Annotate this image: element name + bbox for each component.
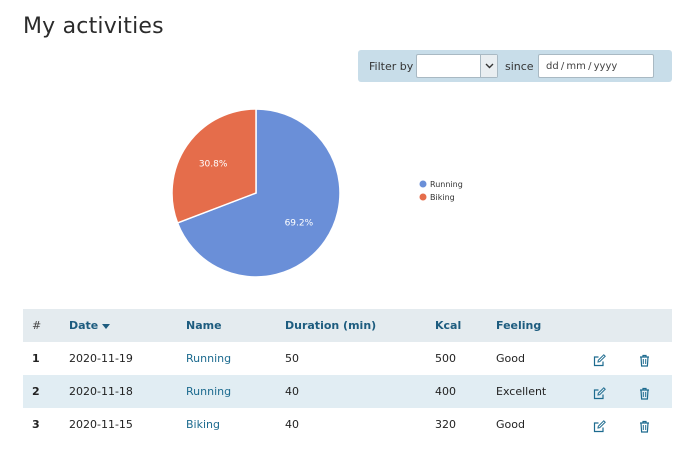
header-date[interactable]: Date — [69, 309, 111, 343]
table-row: 1 2020-11-19 Running 50 500 Good — [23, 342, 672, 375]
pie-slice-biking — [171, 108, 257, 224]
caret-down-icon — [102, 310, 111, 343]
row-feeling: Good — [496, 418, 525, 431]
pie-slice-running — [176, 108, 341, 278]
filter-label: Filter by — [369, 60, 414, 73]
legend-label: Running — [430, 180, 463, 189]
row-feeling: Excellent — [496, 385, 547, 398]
trash-icon[interactable] — [638, 418, 651, 433]
row-name-link[interactable]: Running — [186, 352, 232, 365]
header-kcal[interactable]: Kcal — [435, 319, 462, 332]
legend-label: Biking — [430, 193, 455, 202]
since-label: since — [505, 60, 534, 73]
row-duration: 40 — [285, 418, 299, 431]
table-header: # Date Name Duration (min) Kcal Feeling — [23, 309, 672, 342]
row-name-link[interactable]: Running — [186, 385, 232, 398]
row-name-link[interactable]: Biking — [186, 418, 220, 431]
pie-slice-label: 69.2% — [285, 219, 314, 229]
row-num: 1 — [32, 352, 40, 365]
table-row: 2 2020-11-18 Running 40 400 Excellent — [23, 375, 672, 408]
trash-icon[interactable] — [638, 352, 651, 367]
row-kcal: 320 — [435, 418, 456, 431]
header-num: # — [32, 319, 42, 332]
row-duration: 40 — [285, 385, 299, 398]
row-num: 2 — [32, 385, 40, 398]
date-input[interactable]: dd / mm / yyyy — [538, 54, 654, 78]
row-date: 2020-11-19 — [69, 352, 133, 365]
header-name[interactable]: Name — [186, 319, 222, 332]
trash-icon[interactable] — [638, 385, 651, 400]
row-date: 2020-11-18 — [69, 385, 133, 398]
activities-table: # Date Name Duration (min) Kcal Feeling … — [23, 309, 672, 441]
row-feeling: Good — [496, 352, 525, 365]
pie-slice-label: 30.8% — [199, 159, 228, 169]
filter-select[interactable] — [416, 54, 498, 78]
edit-icon[interactable] — [593, 352, 606, 367]
row-kcal: 400 — [435, 385, 456, 398]
header-date-label: Date — [69, 319, 99, 332]
row-kcal: 500 — [435, 352, 456, 365]
chevron-down-icon[interactable] — [480, 55, 497, 77]
edit-icon[interactable] — [593, 385, 606, 400]
row-duration: 50 — [285, 352, 299, 365]
pie-chart: 69.2% 30.8% Running Biking — [171, 108, 463, 278]
row-num: 3 — [32, 418, 40, 431]
edit-icon[interactable] — [593, 418, 606, 433]
legend-marker — [419, 180, 427, 188]
header-duration[interactable]: Duration (min) — [285, 319, 377, 332]
filter-bar: Filter by since dd / mm / yyyy — [358, 50, 672, 82]
legend-marker — [419, 193, 427, 201]
header-feeling[interactable]: Feeling — [496, 319, 542, 332]
page-title: My activities — [23, 14, 164, 39]
table-row: 3 2020-11-15 Biking 40 320 Good — [23, 408, 672, 441]
row-date: 2020-11-15 — [69, 418, 133, 431]
